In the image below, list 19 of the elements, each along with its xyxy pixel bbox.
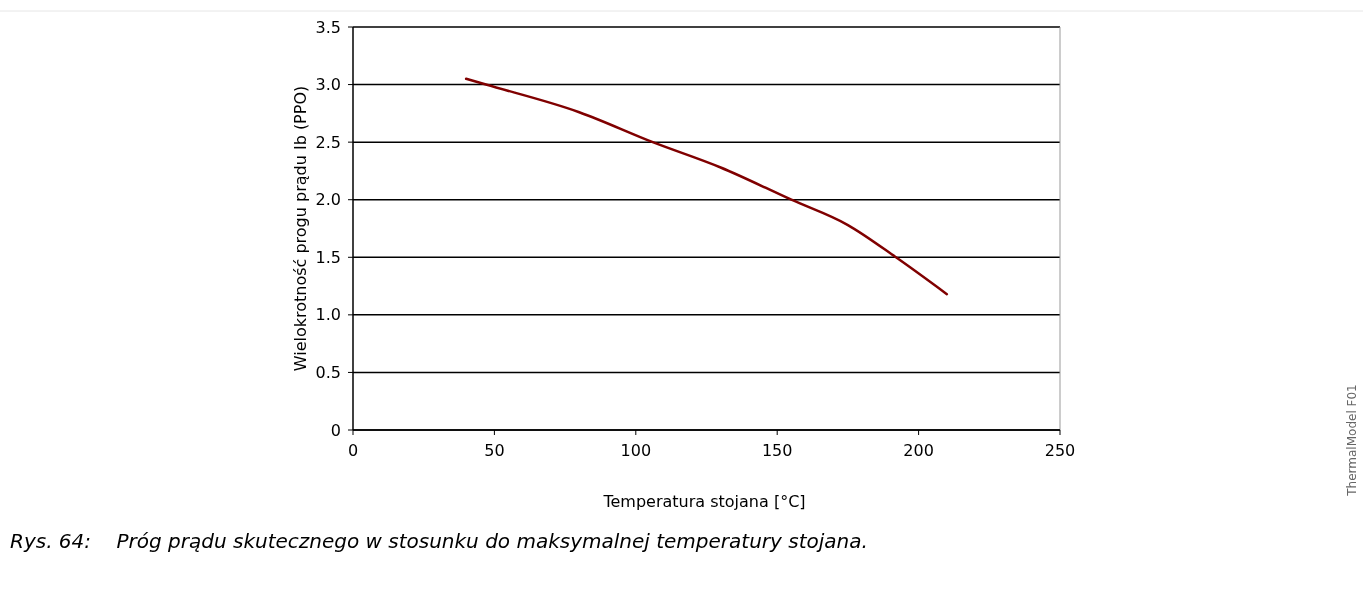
y-tick-label: 0.5	[315, 363, 341, 383]
x-tick-label: 250	[1044, 441, 1076, 460]
x-axis-title: Temperatura stojana [°C]	[602, 492, 806, 511]
y-tick-label: 1.0	[315, 305, 341, 325]
y-axis-title: Wielokrotność progu prądu Ib (PPO)	[291, 85, 310, 372]
y-tick-label: 3.5	[315, 17, 341, 37]
x-tick-label: 0	[347, 441, 359, 460]
y-tick-label: 0	[330, 420, 341, 440]
x-tick-label: 100	[620, 441, 652, 460]
text: Rys. 64: Próg prądu skutecznego w stosunku do maksymalnej temperatury stojana.	[10, 529, 868, 553]
line-series	[464, 77, 949, 296]
y-tick-label: 3.0	[315, 75, 341, 95]
y-tick-label: 2.0	[315, 190, 341, 210]
x-tick-label: 150	[761, 441, 793, 460]
x-tick-label: 50	[484, 441, 505, 460]
x-tick-label: 200	[903, 441, 934, 460]
text: ThermalModel F01	[1345, 384, 1359, 497]
y-tick-label: 1.5	[315, 247, 341, 267]
y-tick-label: 2.5	[315, 132, 341, 152]
